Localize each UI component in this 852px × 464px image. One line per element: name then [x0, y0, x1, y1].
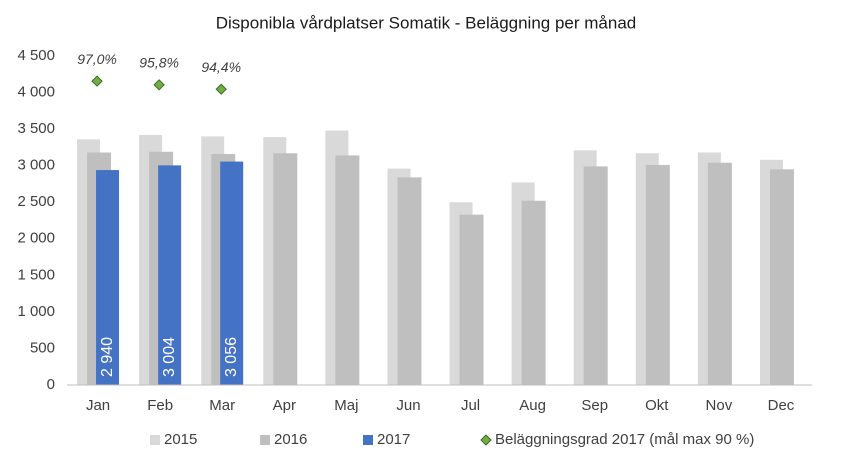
- chart-title: Disponibla vårdplatser Somatik - Beläggn…: [216, 13, 637, 32]
- x-tick-label: Maj: [334, 397, 358, 414]
- x-tick-label: Okt: [645, 397, 669, 414]
- y-tick-label: 3 000: [17, 157, 55, 174]
- y-tick-label: 3 500: [17, 120, 55, 137]
- bar: [707, 162, 732, 385]
- data-label: 95,8%: [139, 55, 179, 71]
- y-tick-label: 1 000: [17, 303, 55, 320]
- bar: [645, 164, 670, 385]
- y-tick-label: 2 000: [17, 230, 55, 247]
- legend-marker: [363, 435, 373, 445]
- bar: [769, 169, 794, 385]
- x-tick-label: Jun: [396, 397, 420, 414]
- x-tick-label: Sep: [581, 397, 608, 414]
- legend-marker: [150, 435, 160, 445]
- legend-marker: [480, 434, 492, 446]
- legend-label: 2016: [274, 431, 307, 448]
- legend-marker: [260, 435, 270, 445]
- x-tick-label: Jul: [461, 397, 480, 414]
- data-label: 97,0%: [77, 51, 117, 67]
- y-tick-label: 2 500: [17, 193, 55, 210]
- marker: [153, 79, 165, 91]
- y-tick-label: 4 500: [17, 47, 55, 64]
- bar: [521, 200, 546, 385]
- x-tick-label: Nov: [706, 397, 733, 414]
- x-tick-label: Jan: [86, 397, 110, 414]
- data-label: 3 004: [161, 337, 178, 377]
- bar: [220, 161, 244, 385]
- x-tick-label: Apr: [273, 397, 296, 414]
- bar: [273, 153, 298, 385]
- y-tick-label: 1 500: [17, 266, 55, 283]
- y-tick-label: 500: [30, 339, 55, 356]
- x-tick-label: Feb: [147, 397, 173, 414]
- bar: [96, 170, 120, 385]
- data-label: 3 056: [223, 337, 240, 377]
- legend-label: 2017: [377, 431, 410, 448]
- x-tick-label: Mar: [209, 397, 235, 414]
- x-tick-label: Dec: [768, 397, 795, 414]
- legend-label: 2015: [164, 431, 197, 448]
- bar: [397, 177, 422, 385]
- bar: [158, 165, 182, 385]
- x-tick-label: Aug: [519, 397, 546, 414]
- bar: [583, 166, 608, 385]
- y-tick-label: 4 000: [17, 84, 55, 101]
- bar: [335, 155, 360, 385]
- legend-label: Beläggningsgrad 2017 (mål max 90 %): [495, 431, 754, 448]
- bar: [459, 214, 484, 385]
- data-label: 94,4%: [201, 59, 241, 75]
- marker: [215, 83, 227, 95]
- data-label: 2 940: [99, 337, 116, 377]
- marker: [91, 75, 103, 87]
- y-tick-label: 0: [47, 376, 55, 393]
